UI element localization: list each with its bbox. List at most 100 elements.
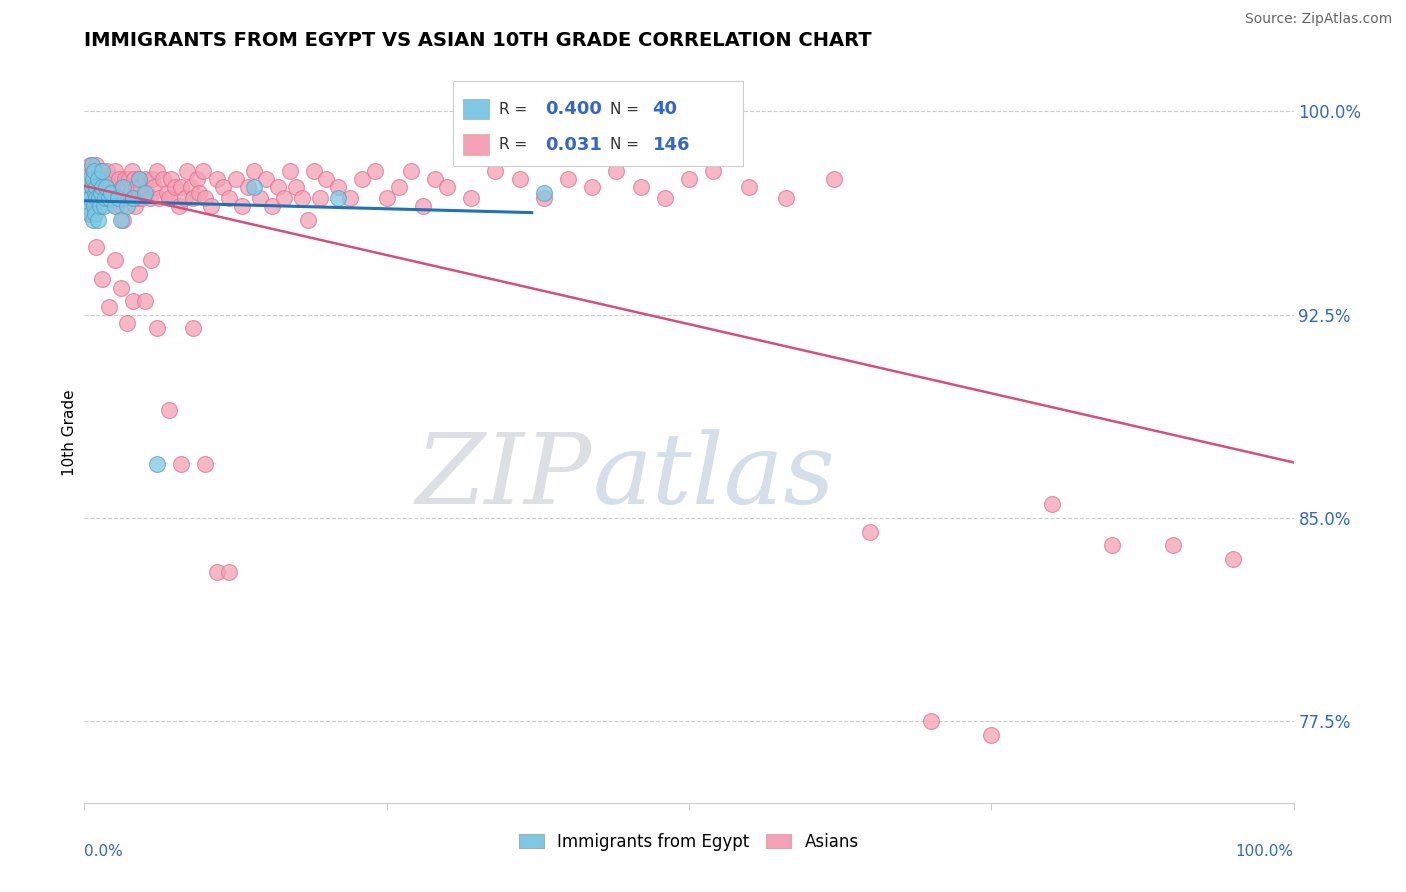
Point (91, 180, 114, 194)
Point (678, 172, 700, 186)
Point (101, 172, 124, 186)
Point (775, 191, 797, 205)
Point (139, 253, 162, 268)
Point (91, 172, 114, 186)
Point (87, 199, 110, 213)
Point (557, 172, 579, 186)
Point (167, 199, 190, 213)
Point (980, 728, 1002, 742)
Point (423, 172, 446, 186)
Point (82, 164, 104, 178)
Point (96, 164, 118, 178)
Point (83, 199, 105, 213)
Point (121, 191, 143, 205)
Point (84, 207, 107, 221)
Y-axis label: 10th Grade: 10th Grade (62, 389, 77, 476)
Point (297, 212, 319, 227)
Point (80, 180, 103, 194)
Point (100, 191, 122, 205)
Point (225, 172, 247, 186)
Point (91, 164, 114, 178)
Point (533, 191, 555, 205)
Point (87, 191, 110, 205)
Point (128, 172, 150, 186)
Point (131, 191, 153, 205)
Point (242, 164, 264, 178)
Point (86, 172, 108, 186)
Point (160, 172, 183, 186)
Point (146, 164, 169, 178)
Legend: Immigrants from Egypt, Asians: Immigrants from Egypt, Asians (512, 826, 866, 857)
Point (86, 159, 108, 173)
Point (118, 172, 141, 186)
Point (83, 164, 105, 178)
Text: 146: 146 (652, 136, 690, 153)
Text: IMMIGRANTS FROM EGYPT VS ASIAN 10TH GRADE CORRELATION CHART: IMMIGRANTS FROM EGYPT VS ASIAN 10TH GRAD… (84, 31, 872, 50)
Point (86, 191, 108, 205)
Point (738, 180, 761, 194)
Point (93, 191, 115, 205)
Point (218, 191, 240, 205)
Point (76, 191, 98, 205)
Point (176, 164, 198, 178)
Point (80, 159, 103, 173)
Point (111, 180, 134, 194)
Point (200, 199, 222, 213)
Point (170, 180, 193, 194)
Point (77, 199, 100, 213)
Point (115, 199, 138, 213)
Point (181, 191, 204, 205)
Point (148, 191, 170, 205)
Point (112, 191, 135, 205)
Point (115, 316, 138, 330)
Point (702, 164, 724, 178)
Point (89, 199, 111, 213)
Point (87, 180, 110, 194)
FancyBboxPatch shape (453, 81, 744, 166)
Point (107, 191, 129, 205)
Point (121, 191, 143, 205)
Point (94, 180, 117, 194)
Point (105, 180, 128, 194)
Point (77, 164, 100, 178)
Point (859, 524, 882, 539)
Point (212, 180, 235, 194)
Point (107, 191, 129, 205)
Point (191, 164, 214, 178)
Point (630, 180, 652, 194)
Text: N =: N = (610, 102, 644, 117)
Point (112, 180, 135, 194)
Point (83, 180, 105, 194)
Point (115, 180, 138, 194)
Point (484, 164, 506, 178)
Point (103, 186, 125, 200)
Point (254, 172, 277, 186)
Point (97, 172, 120, 186)
Point (79, 207, 101, 221)
Point (315, 172, 337, 186)
Point (186, 172, 208, 186)
Point (155, 186, 177, 200)
Point (218, 566, 240, 580)
Point (207, 172, 229, 186)
Point (129, 180, 152, 194)
Point (100, 186, 122, 200)
Text: ZIP: ZIP (416, 429, 592, 524)
Point (86, 240, 108, 254)
Point (110, 199, 132, 213)
Point (165, 180, 187, 194)
Point (89, 186, 111, 200)
Point (173, 191, 195, 205)
Point (1040, 498, 1063, 512)
Point (90, 191, 112, 205)
Point (249, 191, 271, 205)
Point (98, 180, 121, 194)
Point (460, 191, 482, 205)
Text: R =: R = (499, 137, 533, 153)
Point (125, 180, 148, 194)
Point (89, 164, 111, 178)
Text: 40: 40 (652, 100, 678, 118)
Point (79, 207, 101, 221)
Point (79, 191, 101, 205)
Point (114, 172, 136, 186)
